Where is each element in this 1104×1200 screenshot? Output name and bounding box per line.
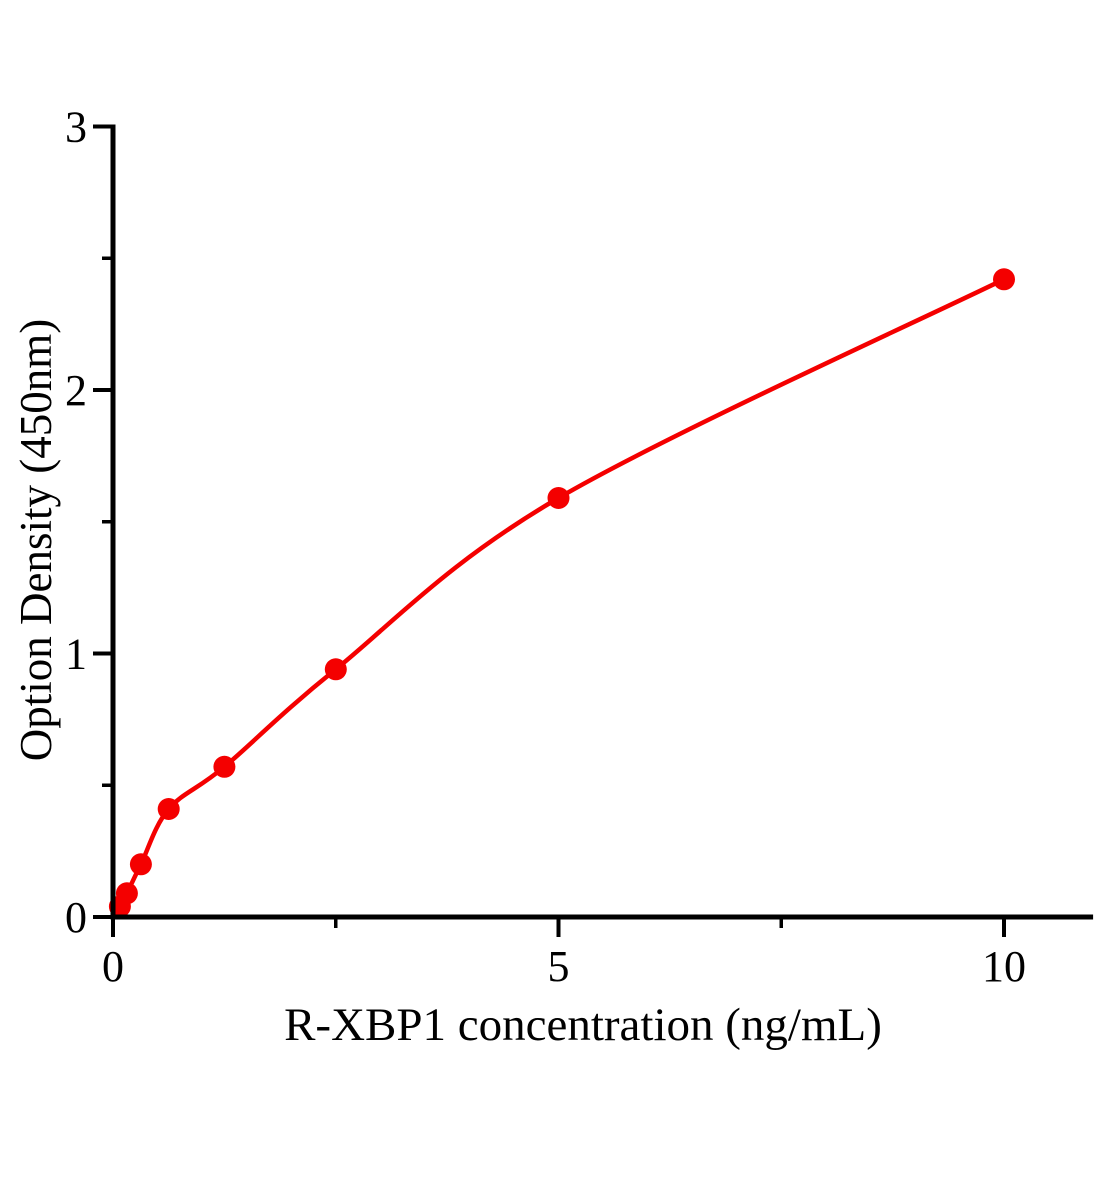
data-point — [129, 853, 152, 876]
x-tick-label: 0 — [102, 942, 124, 991]
y-tick-label: 1 — [65, 630, 87, 679]
data-point — [213, 755, 236, 778]
y-tick-label: 2 — [65, 366, 87, 415]
x-tick-label: 5 — [548, 942, 570, 991]
data-point — [115, 882, 138, 905]
data-point — [547, 487, 570, 509]
data-point — [324, 658, 347, 681]
y-axis-title: Option Density (450nm) — [11, 318, 61, 762]
x-axis-title: R-XBP1 concentration (ng/mL) — [284, 999, 882, 1051]
fit-curve — [111, 277, 1005, 919]
y-tick-label: 3 — [65, 103, 87, 152]
data-point — [157, 798, 180, 820]
x-tick-label: 10 — [982, 942, 1026, 991]
data-point — [993, 268, 1015, 291]
y-tick-label: 0 — [65, 893, 87, 942]
